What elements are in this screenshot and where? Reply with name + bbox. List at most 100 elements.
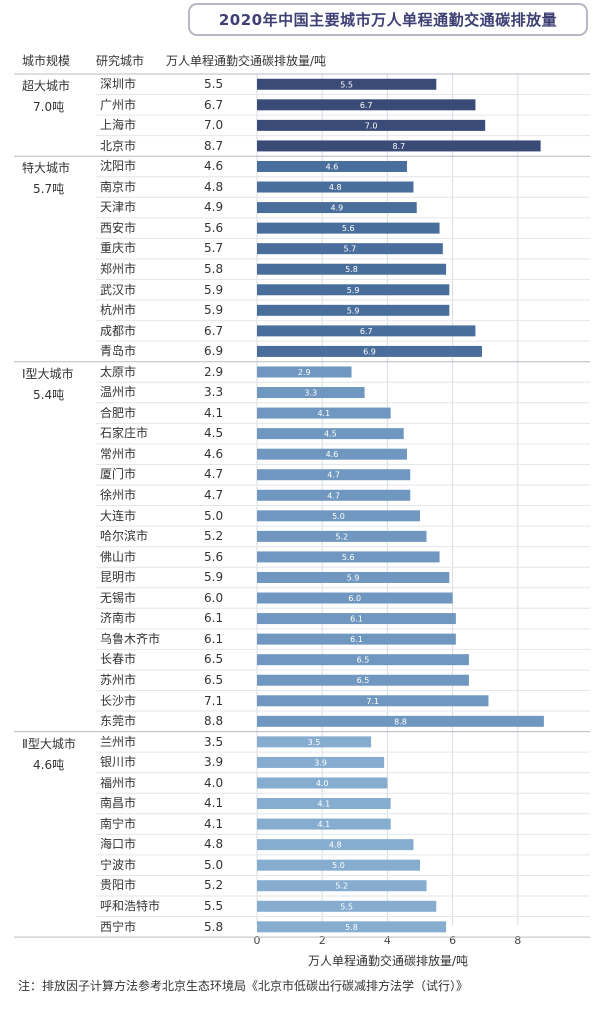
bar-data-label: 6.9 — [363, 347, 376, 356]
value-label: 4.7 — [204, 467, 224, 482]
bar — [257, 181, 414, 193]
city-label: 北京市 — [100, 138, 137, 153]
city-label: 南宁市 — [100, 816, 137, 831]
city-label: 厦门市 — [100, 467, 137, 482]
city-label: 佛山市 — [100, 549, 137, 564]
bar-data-label: 6.7 — [360, 327, 373, 336]
city-label: 苏州市 — [100, 672, 137, 687]
value-label: 3.5 — [204, 734, 224, 749]
city-label: 杭州市 — [100, 303, 137, 318]
x-tick-label: 2 — [319, 934, 326, 947]
city-label: 贵阳市 — [100, 878, 137, 893]
value-label: 5.2 — [204, 529, 224, 544]
bar — [257, 695, 489, 707]
value-label: 4.9 — [204, 200, 224, 215]
bar-data-label: 8.7 — [392, 142, 405, 151]
value-label: 4.0 — [204, 775, 224, 790]
city-label: 深圳市 — [100, 77, 137, 91]
bar — [257, 633, 456, 645]
bar — [257, 921, 447, 933]
header-city: 研究城市 — [96, 54, 145, 68]
bar — [257, 325, 476, 337]
city-label: 成都市 — [100, 323, 137, 338]
city-label: 石家庄市 — [100, 426, 149, 441]
bar-data-label: 6.5 — [357, 656, 370, 665]
city-label: 西宁市 — [100, 919, 137, 934]
value-label: 6.1 — [204, 631, 224, 646]
city-label: 太原市 — [100, 364, 137, 379]
bar — [257, 880, 427, 892]
bar-data-label: 3.5 — [308, 738, 321, 747]
bar-data-label: 4.5 — [324, 430, 337, 439]
bar-data-label: 5.2 — [335, 532, 348, 541]
bar-data-label: 6.0 — [348, 594, 361, 603]
group-average: 4.6吨 — [33, 757, 65, 772]
value-label: 6.0 — [204, 590, 224, 605]
city-label: 银川市 — [100, 755, 137, 770]
value-label: 5.8 — [204, 919, 224, 934]
city-label: 广州市 — [100, 97, 137, 112]
bar — [257, 818, 391, 830]
value-label: 6.1 — [204, 611, 224, 626]
bar — [257, 160, 407, 172]
city-label: 福州市 — [100, 775, 137, 790]
bar — [257, 839, 414, 851]
value-label: 4.6 — [204, 446, 224, 461]
bar — [257, 78, 437, 90]
bar-data-label: 4.8 — [329, 183, 342, 192]
bar — [257, 469, 411, 481]
city-label: 郑州市 — [100, 261, 137, 276]
value-label: 5.9 — [204, 570, 224, 585]
chart-title: 2020年中国主要城市万人单程通勤交通碳排放量 — [188, 3, 588, 36]
city-label: 武汉市 — [100, 282, 137, 297]
city-label: 兰州市 — [100, 734, 137, 749]
value-label: 4.1 — [204, 816, 224, 831]
bar — [257, 551, 440, 563]
city-label: 济南市 — [100, 611, 137, 626]
city-label: 海口市 — [100, 837, 137, 852]
bar-data-label: 5.9 — [347, 286, 360, 295]
bar — [257, 284, 450, 296]
bar — [257, 119, 486, 131]
value-label: 4.1 — [204, 796, 224, 811]
city-label: 沈阳市 — [100, 159, 137, 174]
bar — [257, 715, 544, 727]
city-label: 天津市 — [100, 200, 137, 215]
value-label: 4.6 — [204, 159, 224, 174]
value-label: 5.8 — [204, 261, 224, 276]
bar — [257, 222, 440, 234]
group-average: 5.7吨 — [33, 182, 65, 197]
value-label: 8.7 — [204, 138, 224, 153]
bar-data-label: 5.8 — [345, 265, 358, 274]
value-label: 4.1 — [204, 405, 224, 420]
bar — [257, 592, 453, 604]
bar — [257, 756, 385, 768]
value-label: 5.0 — [204, 857, 224, 872]
value-label: 4.8 — [204, 179, 224, 194]
value-label: 6.5 — [204, 652, 224, 667]
value-label: 3.3 — [204, 385, 224, 400]
value-label: 4.7 — [204, 488, 224, 502]
bar — [257, 345, 482, 357]
city-label: 南昌市 — [100, 796, 137, 811]
bar-data-label: 3.3 — [304, 389, 317, 398]
value-label: 6.7 — [204, 97, 224, 112]
bar-data-label: 2.9 — [298, 368, 311, 377]
value-label: 5.2 — [204, 878, 224, 893]
bar — [257, 798, 391, 810]
bar-data-label: 5.0 — [332, 512, 345, 521]
bar — [257, 900, 437, 912]
city-label: 重庆市 — [100, 241, 137, 256]
value-label: 5.9 — [204, 303, 224, 318]
bar — [257, 859, 420, 871]
bar-data-label: 4.8 — [329, 841, 342, 850]
value-label: 5.0 — [204, 508, 224, 523]
bar-data-label: 4.1 — [317, 820, 330, 829]
value-label: 2.9 — [204, 364, 224, 379]
bar — [257, 202, 417, 214]
city-label: 哈尔滨市 — [100, 529, 149, 544]
bar-data-label: 4.6 — [326, 162, 339, 171]
city-label: 昆明市 — [100, 570, 137, 585]
bar — [257, 613, 456, 625]
group-average: 7.0吨 — [33, 100, 65, 114]
